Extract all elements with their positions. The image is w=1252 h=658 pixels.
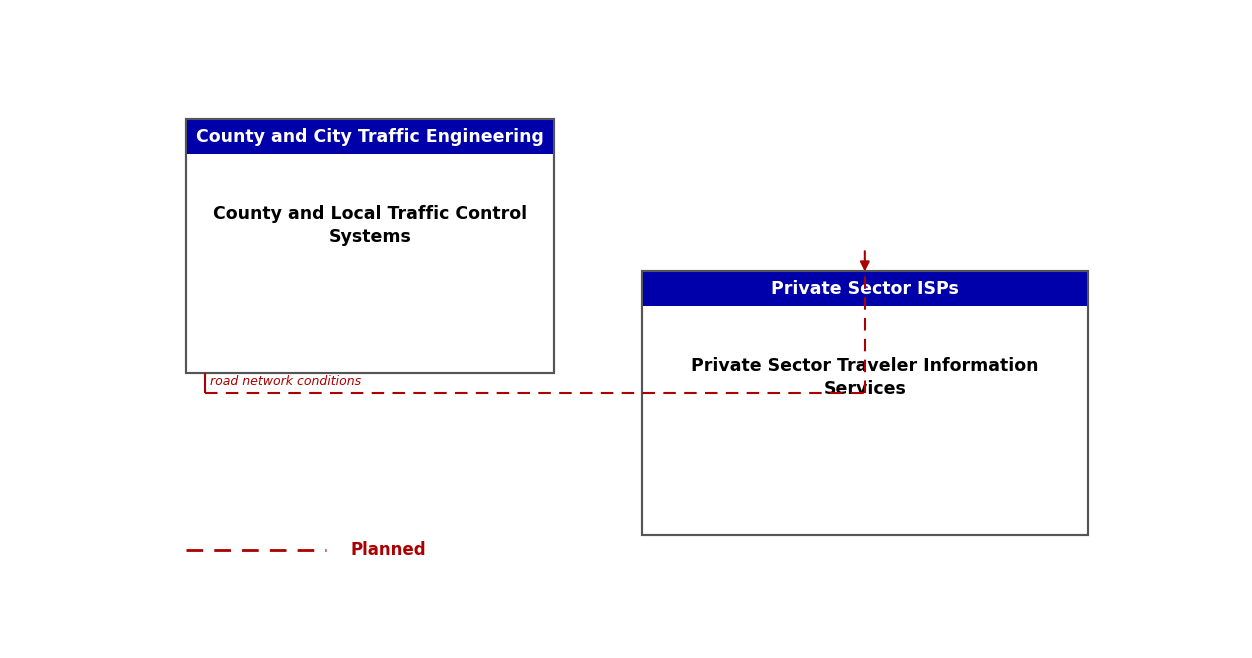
Bar — [641, 272, 1088, 306]
Text: road network conditions: road network conditions — [210, 375, 361, 388]
Text: Private Sector ISPs: Private Sector ISPs — [771, 280, 959, 297]
Text: County and Local Traffic Control
Systems: County and Local Traffic Control Systems — [213, 205, 527, 246]
Text: Planned: Planned — [351, 541, 426, 559]
Text: Private Sector Traveler Information
Services: Private Sector Traveler Information Serv… — [691, 357, 1039, 398]
Bar — [641, 272, 1088, 535]
Bar — [641, 272, 1088, 535]
Text: County and City Traffic Engineering: County and City Traffic Engineering — [197, 128, 543, 145]
Bar — [185, 120, 555, 154]
Bar — [185, 120, 555, 373]
Bar — [185, 120, 555, 373]
